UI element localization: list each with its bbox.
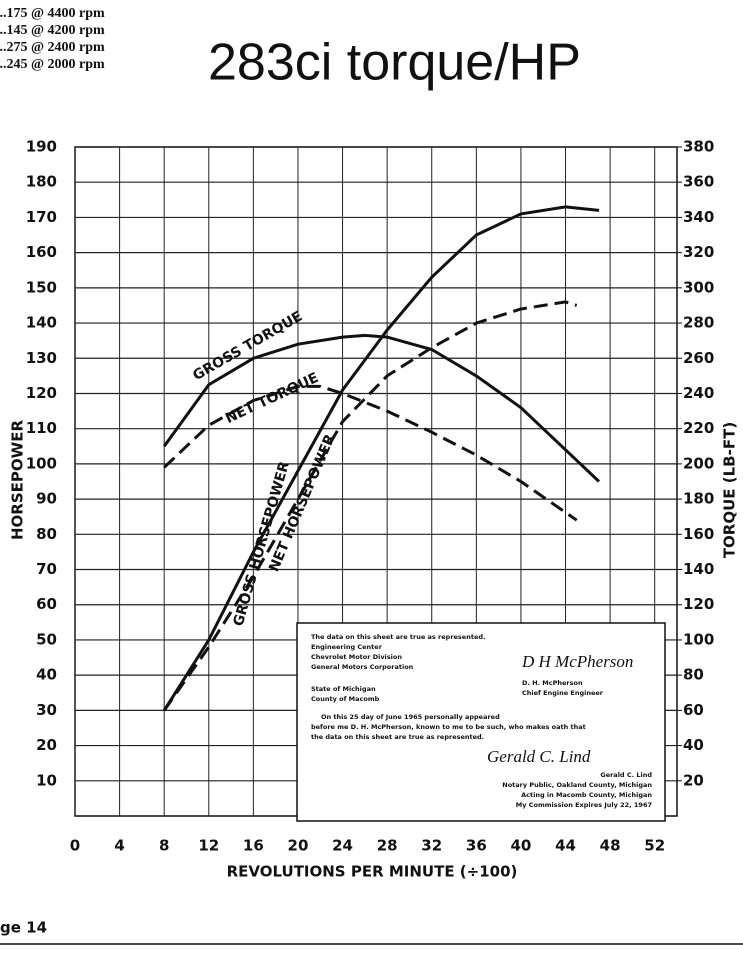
- notary-text: General Motors Corporation: [311, 663, 414, 671]
- x-tick-label: 8: [159, 837, 169, 855]
- y2-tick-label: 20: [683, 771, 704, 789]
- x-axis-label: REVOLUTIONS PER MINUTE (÷100): [227, 863, 518, 881]
- y2-tick-label: 340: [683, 208, 714, 226]
- x-tick-label: 36: [466, 837, 487, 855]
- y2-tick-label: 360: [683, 173, 714, 191]
- y-tick-label: 30: [36, 701, 57, 719]
- y2-tick-label: 100: [683, 630, 714, 648]
- x-tick-label: 40: [510, 837, 531, 855]
- series-line: [162, 205, 600, 712]
- x-tick-label: 4: [114, 837, 124, 855]
- y2-tick-label: 180: [683, 490, 714, 508]
- y2-tick-label: 40: [683, 736, 704, 754]
- y-tick-label: 140: [26, 314, 57, 332]
- y2-tick-label: 240: [683, 384, 714, 402]
- curve-label: NET TORQUE: [223, 370, 321, 427]
- notary-text: Chief Engine Engineer: [522, 689, 604, 697]
- y2-tick-label: 140: [683, 560, 714, 578]
- y2-tick-label: 120: [683, 595, 714, 613]
- notary-text: D. H. McPherson: [522, 679, 583, 687]
- spec-line: ...245 @ 2000 rpm: [0, 57, 105, 72]
- y-tick-label: 190: [26, 138, 57, 156]
- notary-text: Notary Public, Oakland County, Michigan: [502, 781, 652, 789]
- spec-line: ...145 @ 4200 rpm: [0, 23, 105, 38]
- notary-text: Chevrolet Motor Division: [311, 653, 402, 661]
- x-tick-label: 16: [243, 837, 264, 855]
- notary-text: before me D. H. McPherson, known to me t…: [311, 723, 586, 731]
- y-tick-label: 40: [36, 666, 57, 684]
- notary-text: the data on this sheet are true as repre…: [311, 733, 484, 741]
- y-tick-label: 180: [26, 173, 57, 191]
- y-tick-label: 160: [26, 243, 57, 261]
- notary-text: Gerald C. Lind: [600, 771, 652, 779]
- y-tick-label: 130: [26, 349, 57, 367]
- x-tick-label: 52: [644, 837, 665, 855]
- y2-tick-label: 280: [683, 314, 714, 332]
- series-line: [162, 300, 578, 712]
- y-tick-label: 70: [36, 560, 57, 578]
- x-tick-label: 28: [377, 837, 398, 855]
- y-tick-label: 90: [36, 490, 57, 508]
- y-tick-label: 170: [26, 208, 57, 226]
- y2-tick-label: 160: [683, 525, 714, 543]
- y2-tick-label: 200: [683, 454, 714, 472]
- series-line: [162, 333, 601, 483]
- x-tick-label: 32: [421, 837, 442, 855]
- notary-text: State of Michigan: [311, 685, 376, 693]
- y-tick-label: 20: [36, 736, 57, 754]
- spec-line: ...275 @ 2400 rpm: [0, 40, 105, 55]
- y-tick-label: 120: [26, 384, 57, 402]
- y2-tick-label: 300: [683, 278, 714, 296]
- notary-box: [296, 622, 666, 822]
- notary-text: Acting in Macomb County, Michigan: [521, 791, 652, 799]
- spec-line: ...175 @ 4400 rpm: [0, 6, 105, 21]
- y-tick-label: 10: [36, 771, 57, 789]
- y-tick-label: 150: [26, 278, 57, 296]
- x-tick-label: 0: [70, 837, 80, 855]
- page-footer: ge 14: [0, 919, 47, 937]
- x-tick-label: 20: [288, 837, 309, 855]
- y-axis-label: HORSEPOWER: [9, 420, 27, 540]
- chart-title: 283ci torque/HP: [208, 34, 581, 92]
- signature: D H McPherson: [521, 652, 633, 671]
- y2-tick-label: 380: [683, 138, 714, 156]
- y2-tick-label: 80: [683, 666, 704, 684]
- y-tick-label: 110: [26, 419, 57, 437]
- notary-text: Engineering Center: [311, 643, 383, 651]
- notary-text: My Commission Expires July 22, 1967: [516, 801, 652, 809]
- x-tick-label: 24: [332, 837, 353, 855]
- y2-tick-label: 60: [683, 701, 704, 719]
- y-tick-label: 80: [36, 525, 57, 543]
- y-tick-label: 60: [36, 595, 57, 613]
- y2-tick-label: 260: [683, 349, 714, 367]
- signature: Gerald C. Lind: [487, 747, 591, 766]
- x-tick-label: 44: [555, 837, 576, 855]
- y2-tick-label: 220: [683, 419, 714, 437]
- series-line: [163, 384, 578, 522]
- y2-axis-label: TORQUE (LB-FT): [721, 422, 739, 558]
- x-tick-label: 12: [198, 837, 219, 855]
- y2-tick-label: 320: [683, 243, 714, 261]
- x-tick-label: 48: [600, 837, 621, 855]
- y-tick-label: 100: [26, 454, 57, 472]
- notary-text: County of Macomb: [311, 695, 380, 703]
- notary-text: On this 25 day of June 1965 personally a…: [321, 713, 500, 721]
- y-tick-label: 50: [36, 630, 57, 648]
- notary-text: The data on this sheet are true as repre…: [311, 633, 485, 641]
